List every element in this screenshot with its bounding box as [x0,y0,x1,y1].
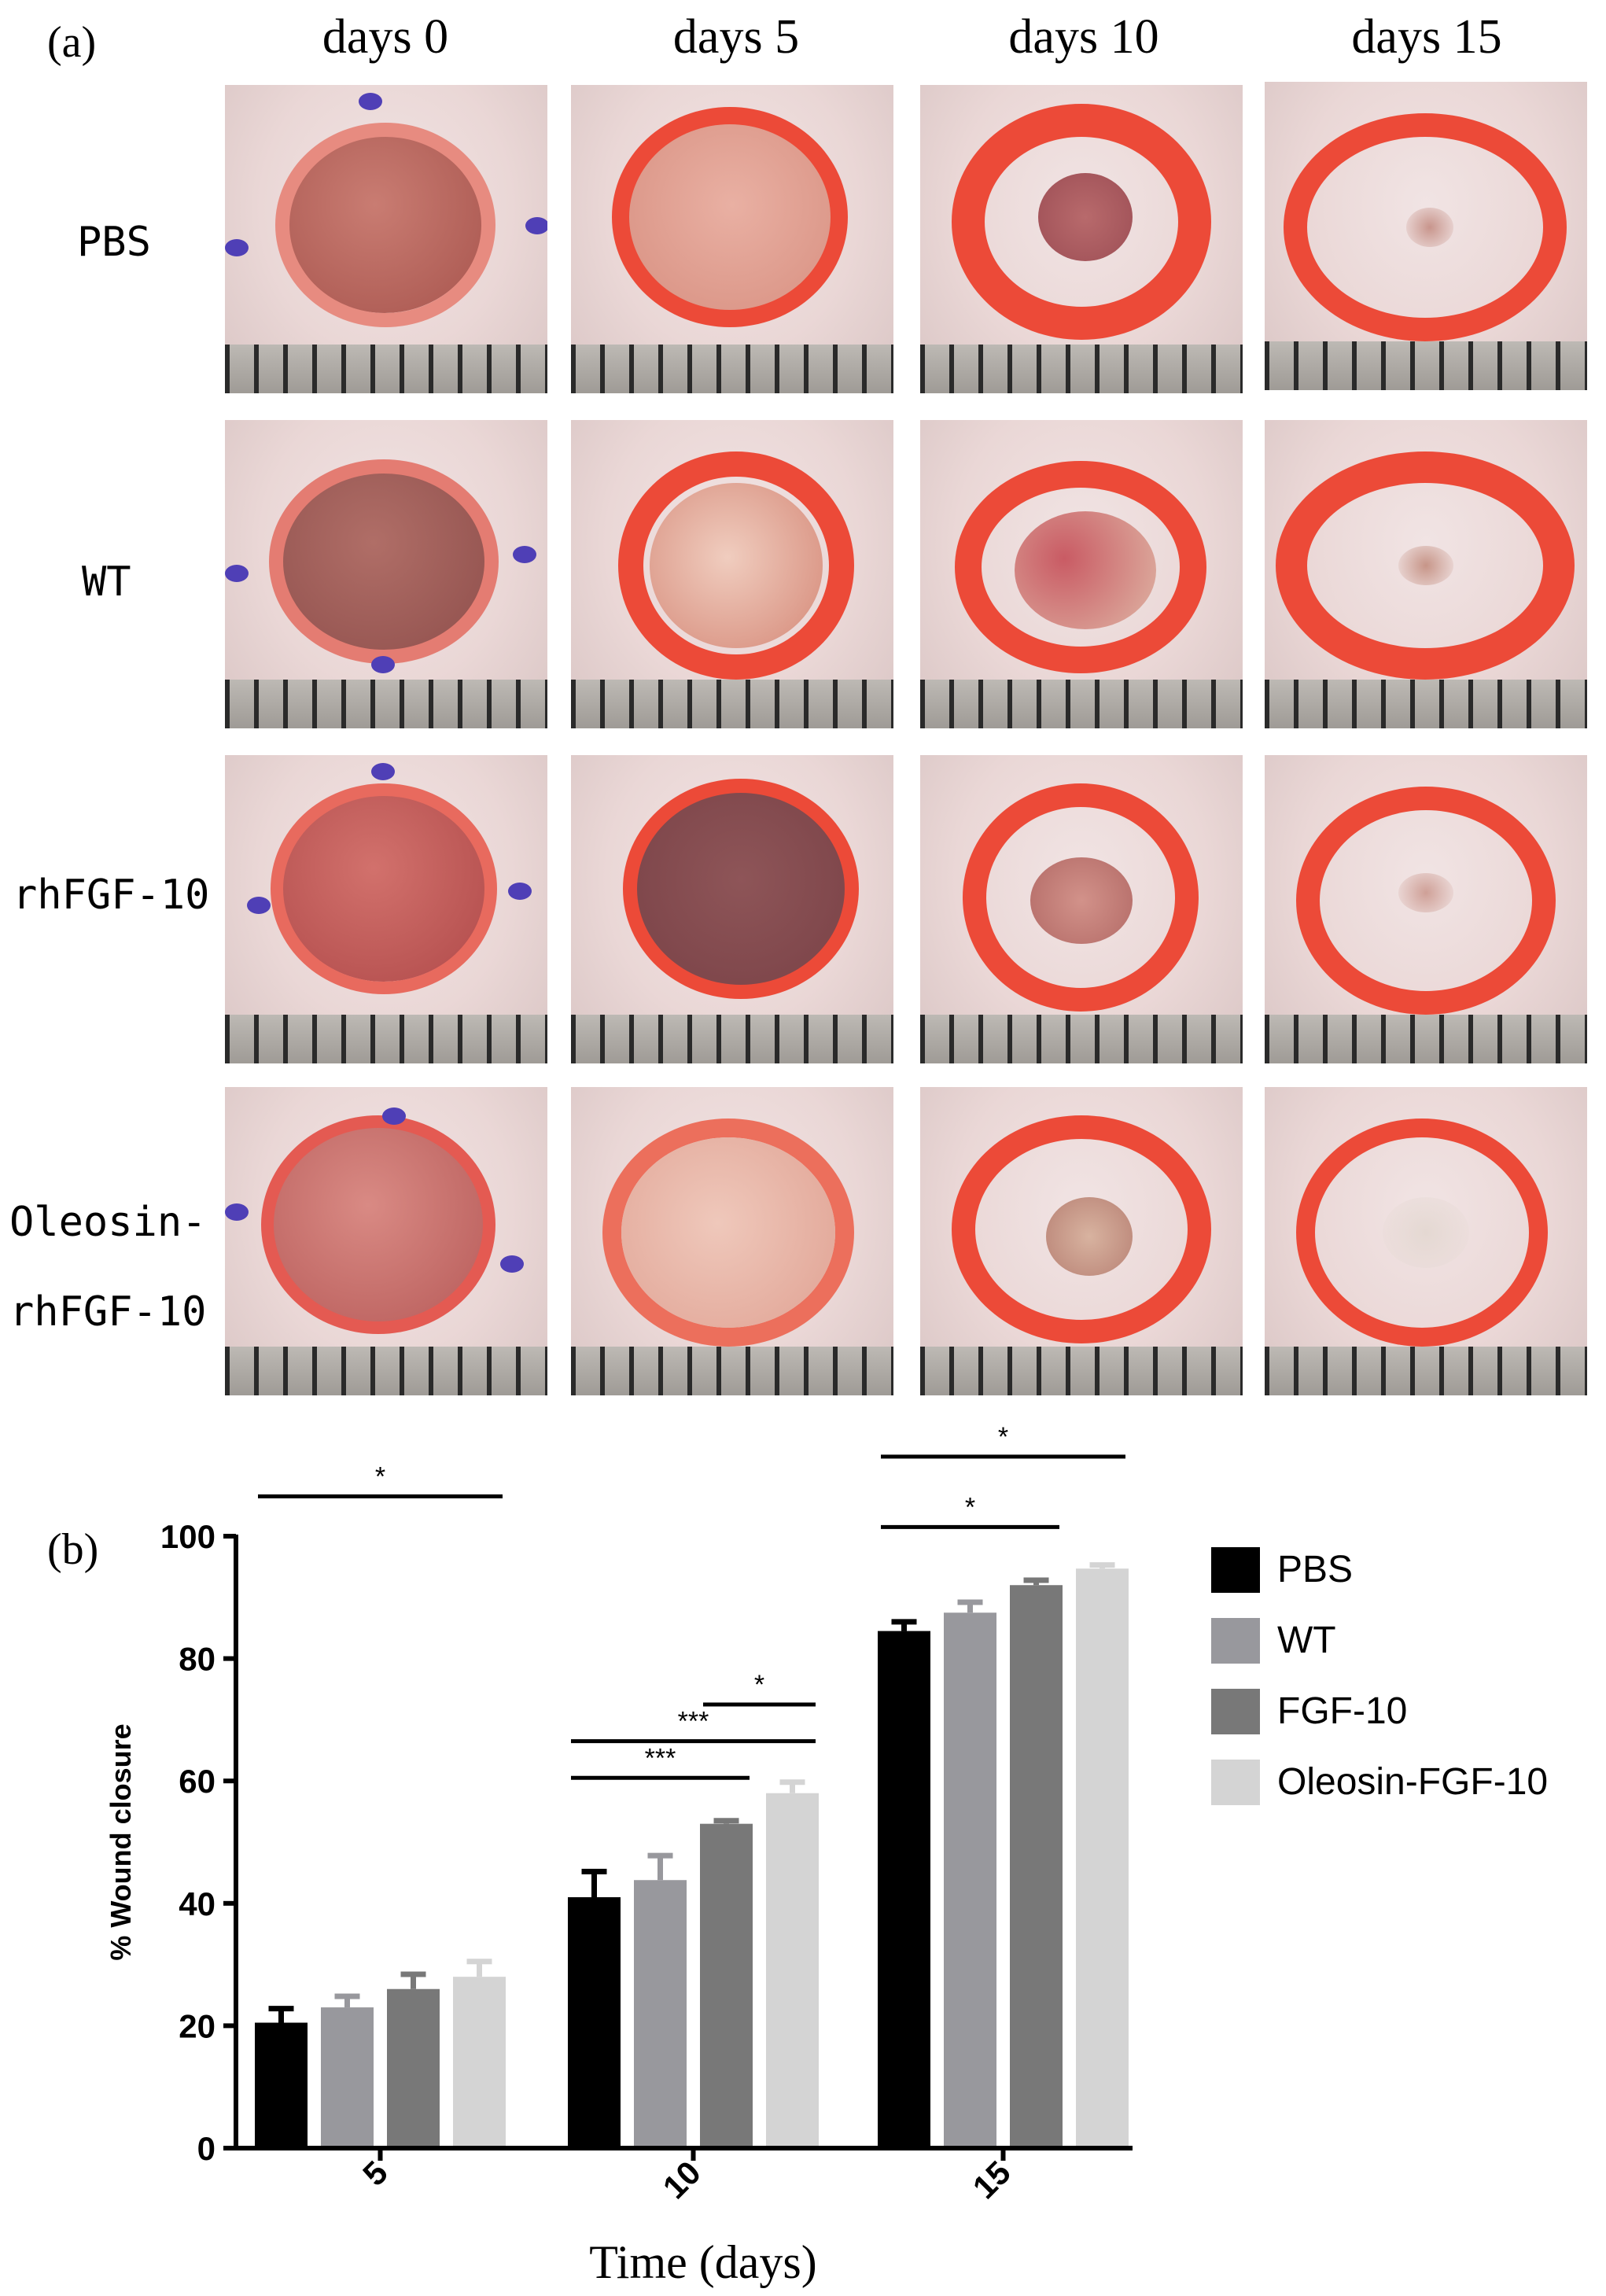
bar-fgf-10-15 [1010,1585,1063,2148]
wound-photo-oleosin-day0 [225,1087,547,1395]
significance-label-4: * [754,1670,764,1700]
wound-closure-bar-chart: 0 20 40 60 80 100 5 10 15 % Wound closure Time (da… [105,1422,1548,2288]
column-header-days-15: days 15 [1351,10,1502,64]
legend-swatch-wt [1211,1618,1260,1664]
column-header-days-0: days 0 [322,10,449,64]
bar-pbs-15 [878,1631,930,2148]
bar-wt-5 [321,2007,374,2148]
wound-photo-pbs-day0 [225,85,547,393]
y-tick-label-0: 0 [197,2130,215,2167]
wound-photo-wt-day0 [225,420,547,728]
y-tick-label-40: 40 [179,1885,215,1922]
x-tick-label-15: 15 [966,2154,1018,2206]
x-tick-label-5: 5 [355,2154,395,2193]
wound-photo-pbs-day10 [920,85,1243,393]
row-label-rhfgf-10: rhFGF-10 [13,872,210,919]
legend-label-wt: WT [1277,1620,1336,1661]
wound-photo-pbs-day5 [571,85,893,393]
wound-photo-wt-day5 [571,420,893,728]
significance-label-1: * [375,1461,385,1491]
wound-photo-oleosin-day5 [571,1087,893,1395]
legend-swatch-oleosin-fgf-10 [1211,1760,1260,1805]
legend-label-pbs: PBS [1277,1549,1353,1590]
significance-label-6: * [998,1422,1008,1452]
wound-photo-oleosin-day15 [1265,1087,1587,1395]
legend-label-oleosin-fgf-10: Oleosin-FGF-10 [1277,1761,1548,1803]
wound-photo-rhfgf10-day10 [920,755,1243,1063]
row-label-wt: WT [82,558,131,606]
row-label-pbs: PBS [77,219,151,266]
significance-label-5: * [965,1492,975,1522]
panel-b-label: (b) [47,1525,99,1574]
significance-label-3: *** [678,1707,709,1737]
y-tick-label-60: 60 [179,1763,215,1800]
y-tick-label-80: 80 [179,1641,215,1678]
bar-pbs-5 [255,2022,308,2148]
bar-fgf-10-10 [700,1823,753,2148]
y-tick-label-100: 100 [160,1518,215,1555]
bar-fgf-10-5 [387,1988,440,2148]
wound-photo-oleosin-day10 [920,1087,1243,1395]
bar-oleosin-fgf-10-5 [453,1977,506,2148]
y-tick-label-20: 20 [179,2007,215,2044]
wound-photo-wt-day10 [920,420,1243,728]
significance-label-2: *** [645,1743,676,1773]
bar-pbs-10 [568,1897,621,2148]
bar-wt-10 [634,1880,687,2148]
bar-wt-15 [944,1612,996,2148]
row-label-oleosin-line1: Oleosin- [9,1199,207,1246]
column-header-days-10: days 10 [1008,10,1159,64]
panel-a-label: (a) [47,18,97,67]
legend-label-fgf-10: FGF-10 [1277,1690,1407,1732]
legend-swatch-pbs [1211,1547,1260,1593]
x-axis-title: Time (days) [589,2236,816,2288]
y-axis-title: % Wound closure [105,1723,137,1960]
wound-photo-rhfgf10-day0 [225,755,547,1063]
wound-photo-rhfgf10-day5 [571,755,893,1063]
bar-oleosin-fgf-10-10 [766,1793,819,2148]
row-label-oleosin-line2: rhFGF-10 [9,1288,207,1336]
column-header-days-5: days 5 [672,10,800,64]
x-tick-label-10: 10 [656,2154,708,2206]
wound-photo-pbs-day15 [1265,82,1587,390]
wound-photo-rhfgf10-day15 [1265,755,1587,1063]
legend-swatch-fgf-10 [1211,1689,1260,1734]
wound-photo-wt-day15 [1265,420,1587,728]
bar-oleosin-fgf-10-15 [1076,1568,1129,2148]
